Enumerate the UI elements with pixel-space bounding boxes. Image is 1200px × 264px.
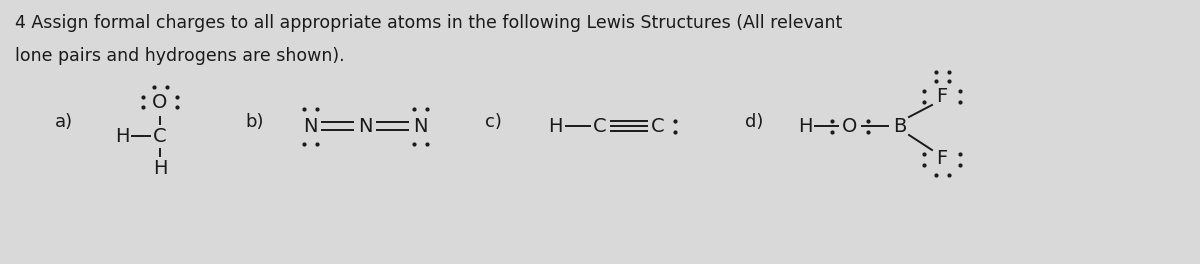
Text: N: N <box>413 116 427 135</box>
Text: a): a) <box>55 113 73 131</box>
Text: c): c) <box>485 113 502 131</box>
Text: H: H <box>115 126 130 145</box>
Text: F: F <box>936 87 948 106</box>
Text: C: C <box>652 116 665 135</box>
Text: H: H <box>152 158 167 177</box>
Text: d): d) <box>745 113 763 131</box>
Text: b): b) <box>245 113 264 131</box>
Text: H: H <box>547 116 563 135</box>
Text: O: O <box>152 92 168 111</box>
Text: C: C <box>154 126 167 145</box>
Text: N: N <box>358 116 372 135</box>
Text: lone pairs and hydrogens are shown).: lone pairs and hydrogens are shown). <box>14 47 344 65</box>
Text: 4 Assign formal charges to all appropriate atoms in the following Lewis Structur: 4 Assign formal charges to all appropria… <box>14 14 842 32</box>
Text: H: H <box>798 116 812 135</box>
Text: N: N <box>302 116 317 135</box>
Text: B: B <box>893 116 907 135</box>
Text: F: F <box>936 149 948 168</box>
Text: C: C <box>593 116 607 135</box>
Text: O: O <box>842 116 858 135</box>
